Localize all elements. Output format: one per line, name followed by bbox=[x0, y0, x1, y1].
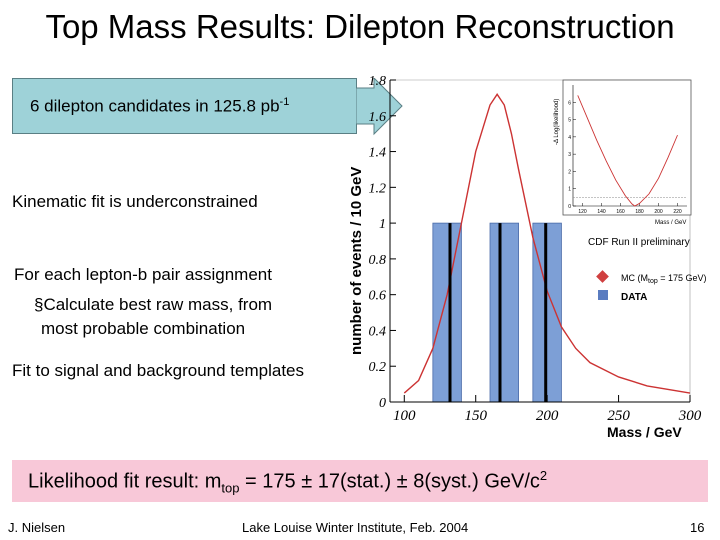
y-tick-label-5: 1 bbox=[379, 217, 386, 232]
result-middle: = 175 ± 17(stat.) ± 8(syst.) GeV/c bbox=[239, 470, 540, 493]
bullet-fit-templates: Fit to signal and background templates bbox=[12, 361, 305, 380]
legend-mc-label: MC (Mtop = 175 GeV) bbox=[621, 273, 707, 285]
y-tick-label-7: 1.4 bbox=[369, 146, 387, 161]
inset-x-tick-label-3: 180 bbox=[635, 209, 644, 215]
result-box bbox=[12, 460, 708, 502]
inset-x-tick-label-4: 200 bbox=[654, 209, 663, 215]
inset-y-tick-label-1: 1 bbox=[568, 187, 571, 193]
data-bar-1 bbox=[489, 222, 519, 403]
inset-likelihood-curve bbox=[577, 95, 678, 207]
page-title: Top Mass Results: Dilepton Reconstructio… bbox=[45, 8, 675, 45]
data-bar-0 bbox=[432, 222, 462, 403]
inset-x-tick-label-5: 220 bbox=[673, 209, 682, 215]
y-tick-label-0: 0 bbox=[379, 396, 386, 411]
x-tick-label-4: 300 bbox=[678, 408, 702, 424]
bullet-lepton-b-assignment: For each lepton-b pair assignment bbox=[14, 265, 272, 284]
inset-y-label: -Δ Log(likelihood) bbox=[554, 99, 560, 145]
x-axis-label: Mass / GeV bbox=[607, 424, 682, 440]
inset-y-tick-label-5: 5 bbox=[568, 118, 571, 124]
footer-venue: Lake Louise Winter Institute, Feb. 2004 bbox=[242, 520, 469, 535]
x-tick-label-1: 150 bbox=[464, 408, 487, 424]
inset-y-tick-label-4: 4 bbox=[568, 135, 571, 141]
footer-page-number: 16 bbox=[690, 520, 705, 535]
callout-superscript: -1 bbox=[279, 96, 290, 108]
legend-mc-text: MC (M bbox=[621, 273, 648, 283]
inset-x-tick-label-2: 160 bbox=[616, 209, 625, 215]
legend-mc-sub: top bbox=[648, 278, 658, 285]
likelihood-inset: 120 140 160 180 200 220 0 1 2 3 4 5 6 -Δ Log(likelih… bbox=[554, 79, 692, 226]
y-tick-label-8: 1.6 bbox=[369, 110, 387, 125]
inset-y-tick-label-3: 3 bbox=[568, 152, 571, 158]
callout-text: 6 dilepton candidates in 125.8 pb-1 bbox=[30, 96, 289, 117]
y-axis-label: number of events / 10 GeV bbox=[348, 167, 365, 355]
y-tick-label-9: 1.8 bbox=[369, 75, 387, 89]
legend-mc-text-end: = 175 GeV) bbox=[658, 273, 707, 283]
legend-data-marker bbox=[598, 290, 608, 300]
x-tick-label-2: 200 bbox=[536, 408, 559, 424]
x-tick-label-0: 100 bbox=[393, 408, 416, 424]
cdf-annotation: CDF Run II preliminary bbox=[588, 237, 690, 248]
y-tick-label-6: 1.2 bbox=[369, 181, 387, 196]
y-tick-label-3: 0.6 bbox=[369, 289, 387, 304]
mc-curve bbox=[403, 93, 691, 394]
inset-y-tick-label-2: 2 bbox=[568, 169, 571, 175]
inset-y-tick-label-0: 0 bbox=[568, 204, 571, 210]
y-tick-label-4: 0.8 bbox=[369, 253, 387, 268]
x-tick-label-3: 250 bbox=[607, 408, 630, 424]
result-text: Likelihood fit result: mtop = 175 ± 17(s… bbox=[28, 468, 547, 496]
legend-mc-marker bbox=[596, 270, 609, 283]
callout-main: 6 dilepton candidates in 125.8 pb bbox=[30, 96, 280, 116]
bullet-kinematic-fit: Kinematic fit is underconstrained bbox=[12, 192, 258, 211]
footer-author: J. Nielsen bbox=[8, 520, 66, 535]
result-superscript: 2 bbox=[539, 468, 548, 483]
result-subscript: top bbox=[221, 480, 240, 496]
y-tick-label-1: 0.2 bbox=[369, 360, 387, 375]
sub-bullet-best-raw-mass: §Calculate best raw mass, from bbox=[34, 295, 273, 314]
result-prefix: Likelihood fit result: m bbox=[28, 470, 222, 493]
inset-frame bbox=[562, 79, 692, 216]
callout-arrow-icon bbox=[356, 78, 403, 136]
y-tick-label-2: 0.4 bbox=[369, 324, 387, 339]
inset-x-tick-label-1: 140 bbox=[597, 209, 606, 215]
inset-x-label: Mass / GeV bbox=[655, 220, 686, 226]
inset-y-tick-label-6: 6 bbox=[568, 100, 571, 106]
inset-x-tick-label-0: 120 bbox=[578, 209, 587, 215]
callout-box bbox=[12, 78, 357, 134]
sub-bullet-most-probable: most probable combination bbox=[41, 319, 246, 338]
legend-data-label: DATA bbox=[621, 292, 647, 303]
